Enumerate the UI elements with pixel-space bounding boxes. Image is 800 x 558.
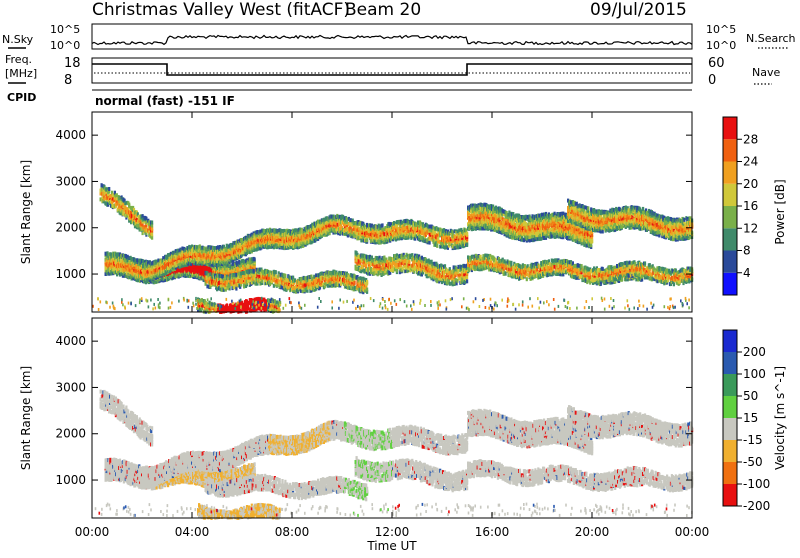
heatmap-cell [124, 201, 126, 205]
freq-frame [92, 58, 692, 83]
heatmap-cell [209, 272, 211, 276]
noise-tick-low-right: 10^0 [706, 39, 736, 52]
noise-frame [92, 24, 692, 49]
heatmap-cell [366, 238, 368, 242]
nave-tick-high: 60 [708, 56, 725, 71]
heatmap-cell [275, 270, 277, 274]
cpid-text: normal (fast) -151 IF [95, 94, 235, 108]
heatmap-cell [350, 218, 352, 222]
heatmap-cell [281, 285, 283, 289]
heatmap-cell [108, 187, 110, 191]
heatmap-cell [294, 278, 296, 282]
heatmap-cell [308, 279, 310, 283]
heatmap-cell [261, 279, 263, 283]
heatmap-cell [101, 183, 103, 187]
heatmap-cell [371, 224, 373, 228]
heatmap-cell [366, 288, 368, 292]
heatmap-cell [223, 245, 225, 249]
heatmap-cell [256, 278, 258, 282]
heatmap-cell [315, 273, 317, 277]
heatmap-cell [181, 247, 183, 251]
heatmap-cell [100, 197, 102, 201]
noise-tick-low-left: 10^0 [50, 39, 80, 52]
heatmap-cell [313, 275, 315, 279]
noise-line [92, 36, 692, 45]
beam-label: Beam 20 [345, 0, 421, 20]
heatmap-cell [317, 220, 319, 224]
freq-label-2: [MHz] [5, 67, 37, 80]
heatmap-cell [273, 284, 275, 288]
heatmap-cell [212, 273, 214, 277]
heatmap-cell [253, 269, 255, 273]
cpid-label: CPID [7, 91, 36, 104]
heatmap-cell [151, 221, 153, 225]
station-title: Christmas Valley West (fitACF) [92, 0, 350, 20]
heatmap-cell [242, 250, 244, 254]
freq-label-1: Freq. [5, 53, 32, 66]
nsky-label: N.Sky [2, 33, 34, 46]
heatmap-cell [299, 285, 301, 289]
heatmap-cell [214, 246, 216, 250]
heatmap-cell [128, 203, 130, 207]
heatmap-cell [250, 269, 252, 273]
heatmap-cell [242, 271, 244, 275]
heatmap-cell [383, 232, 385, 236]
noise-tick-high-left: 10^5 [50, 23, 80, 36]
nave-label: Nave [752, 66, 780, 79]
heatmap-cell [116, 193, 118, 197]
noise-panel: N.Sky 10^5 10^0 10^5 10^0 N.Search [2, 23, 796, 52]
freq-panel: Freq. [MHz] 18 8 60 0 Nave [5, 53, 780, 88]
heatmap-cell [352, 219, 354, 223]
heatmap-cell [392, 226, 394, 230]
heatmap-cell [293, 286, 295, 290]
heatmap-cell [314, 281, 316, 285]
heatmap-cell [235, 273, 237, 277]
heatmap-cell [229, 284, 231, 288]
heatmap-cell [325, 282, 327, 286]
heatmap-cell [381, 223, 383, 227]
heatmap-cell [254, 257, 256, 261]
freq-tick-high: 18 [64, 56, 81, 71]
heatmap-cell [284, 274, 286, 278]
heatmap-cell [146, 279, 148, 283]
heatmap-cell [104, 196, 106, 200]
heatmap-cell [235, 278, 237, 282]
heatmap-cell [366, 280, 368, 284]
noise-tick-high-right: 10^5 [706, 23, 736, 36]
cpid-panel: CPID normal (fast) -151 IF [7, 90, 692, 108]
nsearch-label: N.Search [746, 32, 796, 45]
heatmap-cell [305, 276, 307, 280]
nave-tick-low: 0 [708, 73, 716, 88]
heatmap-cell [151, 232, 153, 236]
heatmap-cell [321, 272, 323, 276]
heatmap-cell [206, 284, 208, 288]
freq-tick-low: 8 [64, 73, 72, 88]
heatmap-cell [401, 221, 403, 225]
heatmap-cell [275, 274, 277, 278]
heatmap-cell [219, 245, 221, 249]
heatmap-cell [359, 276, 361, 280]
heatmap-cell [340, 279, 342, 283]
heatmap-cell [148, 220, 150, 224]
heatmap-cell [354, 281, 356, 285]
date-label: 09/Jul/2015 [590, 0, 687, 20]
heatmap-cell [346, 217, 348, 221]
